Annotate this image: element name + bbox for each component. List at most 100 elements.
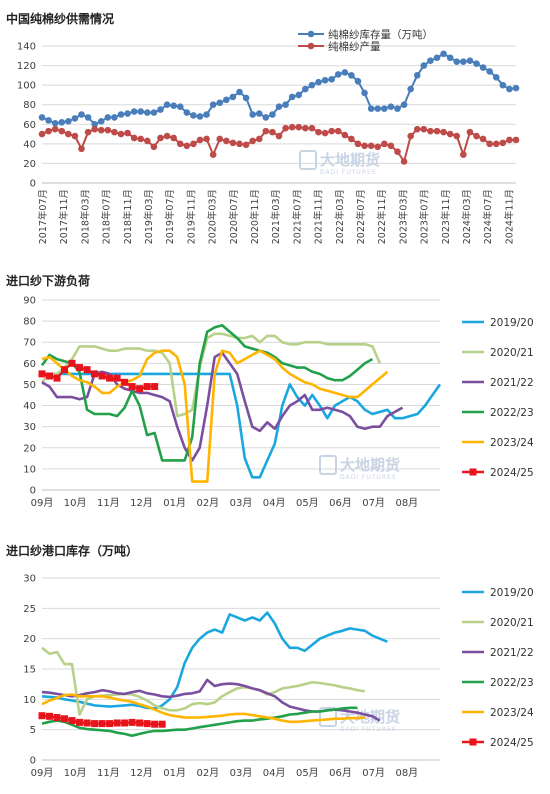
x-tick-label: 09月	[31, 767, 54, 779]
x-tick-label: 05月	[296, 767, 319, 779]
legend-label: 2023/24	[490, 707, 534, 719]
x-tick-label: 2022年07月	[355, 189, 367, 244]
data-point	[506, 85, 513, 93]
x-tick-label: 2017年11月	[58, 189, 70, 244]
x-tick-label: 2020年07月	[228, 189, 240, 244]
legend-label: 2022/23	[490, 677, 534, 689]
data-point	[83, 719, 91, 727]
series-line	[41, 349, 389, 483]
y-tick-label: 40	[23, 401, 36, 412]
data-point	[151, 383, 159, 391]
y-tick-label: 40	[23, 139, 36, 150]
data-point	[367, 105, 375, 112]
data-point	[354, 77, 362, 85]
data-point	[76, 364, 84, 372]
data-point	[420, 62, 428, 69]
data-point	[53, 374, 61, 382]
data-point	[315, 78, 322, 86]
data-point	[124, 110, 131, 117]
data-point	[348, 135, 355, 143]
data-point	[255, 135, 263, 143]
data-point	[407, 132, 414, 140]
data-point	[216, 99, 224, 107]
series-line	[41, 52, 517, 126]
data-point	[45, 127, 52, 135]
legend-label: 纯棉纱产量	[328, 40, 381, 53]
data-point	[486, 140, 493, 148]
data-point	[97, 118, 105, 125]
legend-label: 纯棉纱库存量（万吨）	[328, 28, 433, 41]
series-line	[40, 323, 374, 462]
x-tick-label: 08月	[395, 497, 418, 509]
y-tick-label: 140	[17, 42, 36, 53]
chart-import-yarn-downstream-load: 进口纱下游负荷 0 10 20 30 40 50 60 70 80 90 09月 10月 11月 12月…	[6, 273, 534, 509]
data-point	[176, 103, 184, 110]
legend-label: 2021/22	[490, 647, 534, 659]
data-point	[61, 366, 69, 374]
y-tick-label: 50	[23, 380, 36, 391]
y-tick-label: 30	[23, 574, 36, 585]
legend-marker	[469, 738, 477, 746]
data-point	[71, 132, 79, 140]
data-point	[433, 54, 441, 62]
x-tick-label: 04月	[263, 497, 286, 509]
data-point	[150, 109, 158, 116]
data-point	[76, 718, 84, 726]
x-tick-label: 2021年07月	[291, 189, 303, 244]
data-point	[65, 118, 72, 125]
data-point	[499, 81, 507, 89]
x-tick-label: 2019年03月	[143, 189, 155, 244]
data-point	[348, 72, 355, 79]
x-tick-label: 2023年03月	[397, 189, 409, 244]
data-point	[453, 132, 461, 140]
svg-text:大地期货: 大地期货	[320, 151, 380, 169]
data-point	[216, 135, 224, 143]
x-tick-label: 2024年07月	[482, 189, 494, 244]
series-line	[41, 611, 388, 710]
data-point	[106, 374, 114, 382]
data-point	[242, 141, 250, 149]
data-point	[117, 111, 125, 118]
data-point	[58, 127, 66, 135]
data-point	[334, 127, 342, 135]
data-point	[269, 111, 276, 118]
data-point	[83, 366, 91, 374]
data-point	[282, 124, 289, 132]
data-point	[203, 135, 210, 143]
x-tick-label: 2021年03月	[270, 189, 282, 244]
data-point	[51, 120, 59, 127]
x-tick-label: 04月	[263, 767, 286, 779]
legend-label: 2024/25	[490, 467, 534, 479]
y-tick-label: 0	[30, 756, 36, 767]
y-tick-label: 70	[23, 338, 36, 349]
x-tick-label: 2023年11月	[440, 189, 452, 244]
data-point	[68, 717, 76, 725]
data-point	[143, 720, 151, 728]
data-point	[136, 719, 144, 727]
y-tick-label: 0	[30, 486, 36, 497]
data-point	[61, 715, 69, 723]
data-point	[51, 125, 59, 133]
x-tick-label: 06月	[329, 497, 352, 509]
data-point	[124, 129, 131, 137]
data-point	[282, 101, 289, 109]
series-line	[41, 332, 382, 418]
y-tick-label: 120	[17, 61, 36, 72]
legend-label: 2021/22	[490, 377, 534, 389]
x-tick-label: 2021年11月	[313, 189, 325, 244]
data-point	[38, 114, 46, 121]
data-point	[190, 140, 197, 148]
legend-label: 2019/20	[490, 317, 534, 329]
data-point	[223, 137, 230, 145]
chart-cotton-yarn-supply-demand: 中国纯棉纱供需情况 0 20 40 60 80 100 120 140 2017年07月 201…	[6, 11, 520, 244]
data-point	[137, 135, 145, 143]
legend-marker	[307, 42, 315, 50]
data-point	[479, 64, 487, 71]
y-tick-label: 80	[23, 317, 36, 328]
data-point	[71, 115, 79, 122]
data-point	[499, 139, 507, 147]
x-tick-label: 08月	[395, 767, 418, 779]
data-point	[65, 130, 72, 138]
x-tick-label: 07月	[362, 497, 385, 509]
series-line	[41, 706, 358, 737]
